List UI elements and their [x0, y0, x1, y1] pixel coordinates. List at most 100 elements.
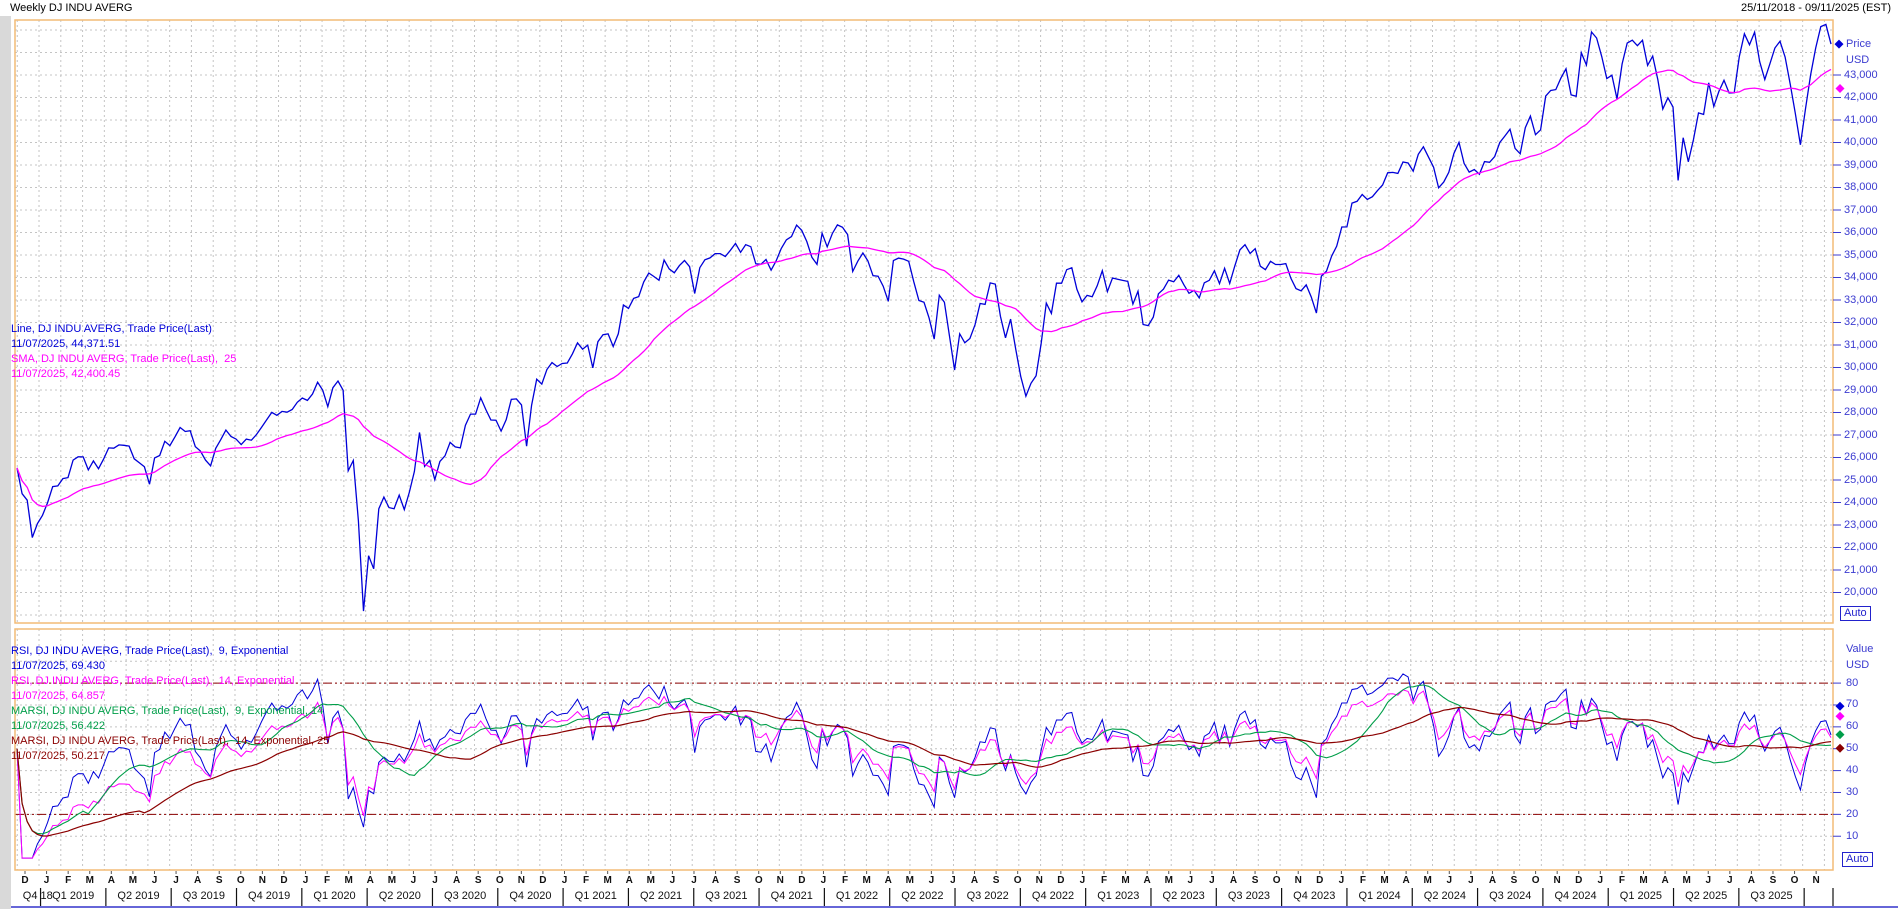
price-tick-label: 24,000 [1844, 496, 1878, 508]
month-label: M [1423, 875, 1432, 886]
month-label: M [905, 875, 914, 886]
month-label: O [495, 875, 504, 886]
chart-title: Weekly DJ INDU AVERG [10, 2, 133, 14]
marsi9-14-line[interactable] [16, 684, 1832, 835]
price-tick-label: 22,000 [1844, 541, 1878, 553]
price-tick-label: 37,000 [1844, 203, 1878, 216]
value-tick-label: 20 [1846, 807, 1859, 820]
rsi9-line[interactable] [16, 673, 1832, 859]
month-label: F [1100, 875, 1108, 886]
month-label: J [1187, 875, 1194, 886]
month-label: A [1143, 875, 1151, 886]
quarter-label: Q4 18 [22, 890, 53, 902]
rsi14-line[interactable] [16, 689, 1832, 859]
month-label: N [1294, 875, 1302, 886]
price-tick-label: 20,000 [1844, 586, 1878, 598]
rsi-legend-line-1: 11/07/2025, 69.430 [11, 660, 105, 672]
month-label: D [1316, 875, 1324, 886]
price-line[interactable] [16, 23, 1832, 612]
quarter-label: Q3 2021 [705, 890, 748, 902]
month-label: N [1812, 875, 1820, 886]
marsi14-25-line[interactable] [16, 706, 1832, 837]
main-auto-scale-button[interactable]: Auto [1840, 606, 1871, 621]
month-label: J [1338, 875, 1345, 886]
month-label: A [366, 875, 374, 886]
month-label: J [43, 875, 50, 886]
month-label: M [1682, 875, 1691, 886]
price-tick-label: 38,000 [1844, 181, 1878, 193]
month-label: M [128, 875, 138, 886]
price-tick-label: 31,000 [1844, 338, 1878, 351]
month-label: O [1272, 875, 1281, 886]
rsi-panel-border [14, 628, 1834, 871]
value-tick-label: 30 [1846, 785, 1859, 798]
rsi-legend-line-5: 11/07/2025, 56.422 [11, 720, 105, 732]
month-label: F [841, 875, 849, 886]
month-label: J [1468, 875, 1474, 886]
quarter-label: Q1 2025 [1619, 890, 1662, 902]
month-label: A [194, 875, 202, 886]
month-label: N [1553, 875, 1561, 886]
month-label: M [1380, 875, 1389, 886]
month-label: J [561, 875, 568, 886]
price-tick-label: 36,000 [1844, 226, 1878, 238]
month-label: J [151, 875, 158, 886]
price-tick-label: 28,000 [1844, 406, 1878, 418]
price-tick-label: 21,000 [1844, 563, 1878, 576]
rsi-legend-line-0: RSI, DJ INDU AVERG, Trade Price(Last), 9… [11, 645, 289, 657]
price-axis-unit: USD [1846, 54, 1870, 66]
quarter-label: Q1 2020 [313, 890, 356, 902]
month-label: D [1575, 875, 1583, 886]
rsi-auto-scale-button[interactable]: Auto [1842, 852, 1873, 867]
sma25-line[interactable] [16, 68, 1832, 508]
month-label: A [970, 875, 979, 886]
price-tick-label: 23,000 [1844, 518, 1878, 531]
value-tick-label: 80 [1846, 676, 1859, 689]
quarter-label: Q3 2023 [1227, 890, 1271, 902]
price-tick-label: 29,000 [1844, 383, 1878, 396]
quarter-label: Q4 2024 [1554, 890, 1597, 902]
quarter-label: Q2 2019 [117, 890, 160, 902]
month-label: A [884, 875, 892, 886]
month-label: S [992, 875, 1000, 886]
month-label: F [65, 875, 72, 886]
month-label: J [950, 875, 956, 886]
price-tick-label: 33,000 [1844, 293, 1878, 306]
month-label: A [711, 875, 720, 886]
rsi-legend-line-7: 11/07/2025, 50.217 [11, 750, 105, 762]
month-label: J [691, 875, 697, 886]
month-label: M [646, 875, 655, 886]
quarter-label: Q1 2019 [52, 890, 95, 902]
price-tick-label: 42,000 [1844, 91, 1878, 103]
month-label: F [1359, 875, 1367, 886]
price-tick-label: 25,000 [1844, 473, 1878, 486]
quarter-label: Q1 2024 [1358, 890, 1401, 902]
quarter-label: Q3 2025 [1750, 890, 1793, 902]
month-label: M [1639, 875, 1648, 886]
quarter-label: Q1 2023 [1097, 890, 1140, 902]
rsi-legend-line-2: RSI, DJ INDU AVERG, Trade Price(Last), 1… [11, 675, 295, 687]
rsi-legend-line-6: MARSI, DJ INDU AVERG, Trade Price(Last),… [11, 735, 330, 747]
month-label: D [798, 875, 806, 886]
month-label: J [1079, 875, 1086, 886]
month-label: O [1531, 875, 1540, 886]
month-label: J [432, 875, 438, 886]
price-tick-label: 34,000 [1844, 271, 1878, 283]
price-tick-label: 26,000 [1844, 451, 1878, 463]
price-tick-label: 40,000 [1844, 136, 1878, 148]
month-label: F [1618, 875, 1625, 886]
quarter-label: Q2 2020 [378, 890, 421, 902]
month-label: D [280, 875, 288, 886]
value-axis-header: Value [1846, 643, 1874, 655]
month-label: S [1510, 875, 1518, 886]
month-label: N [258, 875, 266, 886]
month-label: M [85, 875, 94, 886]
value-tick-label: 40 [1846, 764, 1859, 777]
price-tick-label: 35,000 [1844, 248, 1878, 261]
price-axis-header: Price [1846, 38, 1872, 50]
quarter-label: Q3 2024 [1489, 890, 1532, 902]
quarter-label: Q3 2022 [966, 890, 1009, 902]
month-label: S [733, 875, 741, 886]
